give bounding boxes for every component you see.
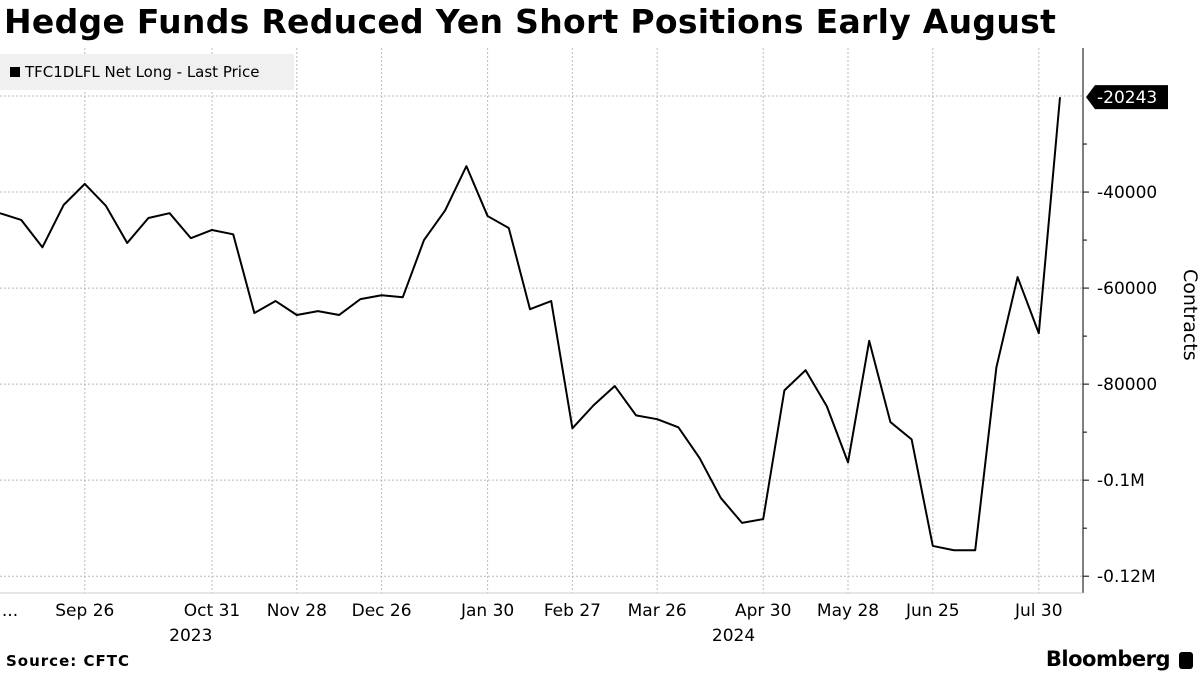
x-year-label: 2024 [712,626,755,646]
x-tick-label: Jun 25 [905,601,960,621]
y-tick-label: -0.12M [1097,567,1156,587]
source-note: Source: CFTC [6,652,130,670]
y-tick-label: -60000 [1097,279,1157,299]
x-tick-label: ... [2,601,18,621]
legend-swatch [10,67,20,77]
y-axis-label: Contracts [1179,269,1200,361]
chart-title: Hedge Funds Reduced Yen Short Positions … [4,2,1057,41]
x-tick-label: Apr 30 [735,601,791,621]
x-tick-label: Jul 30 [1014,601,1063,621]
y-tick-label: -40000 [1097,183,1157,203]
bloomberg-logo-icon [1179,652,1193,669]
x-tick-label: May 28 [817,601,879,621]
x-tick-label: Dec 26 [352,601,412,621]
x-tick-label: Nov 28 [267,601,327,621]
y-tick-label: -0.1M [1097,471,1145,491]
x-tick-label: Mar 26 [628,601,687,621]
series-line [0,97,1061,552]
last-value-tag [1086,85,1168,110]
x-year-label: 2023 [169,626,212,646]
y-tick-label: -80000 [1097,375,1157,395]
x-tick-label: Jan 30 [460,601,514,621]
x-tick-label: Sep 26 [55,601,114,621]
legend: TFC1DLFL Net Long - Last Price [0,54,294,90]
last-value-label: -20243 [1097,88,1157,108]
x-tick-label: Oct 31 [184,601,240,621]
x-tick-label: Feb 27 [544,601,601,621]
bloomberg-logo: Bloomberg [1045,647,1171,671]
legend-label: TFC1DLFL Net Long - Last Price [25,63,260,81]
